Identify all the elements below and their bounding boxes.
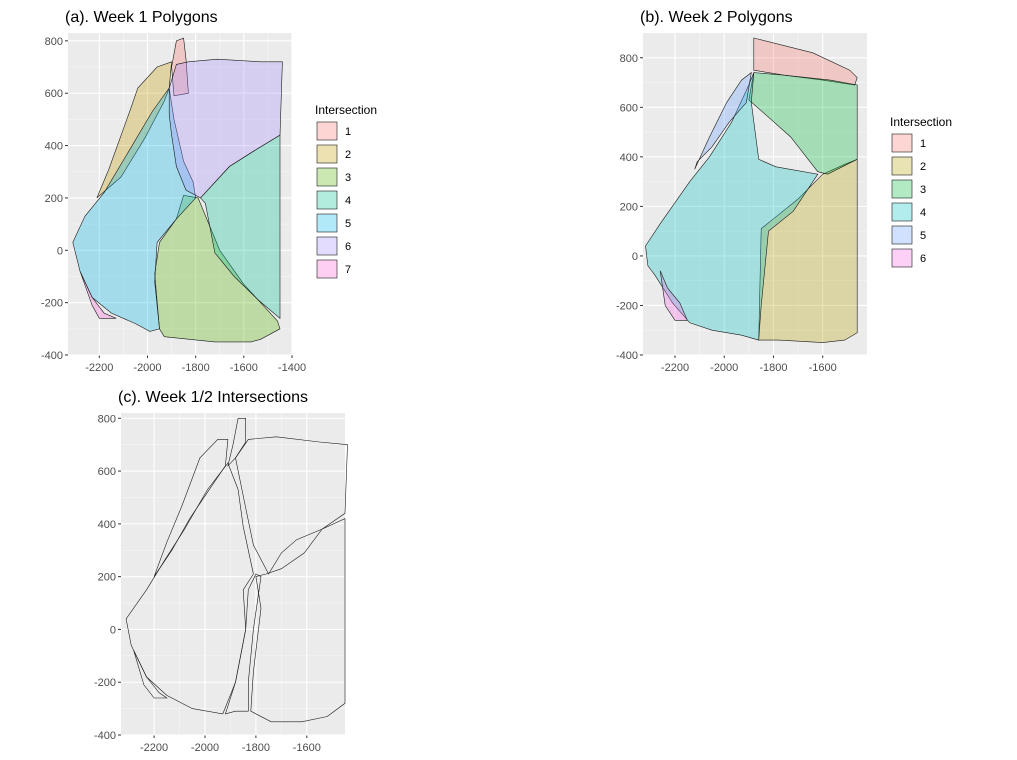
polygon-intersection-6 [168,58,283,199]
plot-panel [121,413,345,735]
y-tick-label: -200 [94,677,116,689]
legend-key-2 [891,156,913,176]
polygon-layer [72,37,283,343]
x-tick-label: -1400 [278,362,306,374]
polygon-intersection-4 [645,72,819,341]
polygon-intersection-1 [753,37,858,86]
x-tick-label: -1600 [809,362,837,374]
legend-key-1 [891,133,913,153]
y-tick-label: 200 [45,193,63,205]
y-tick-label: 800 [620,53,638,65]
legend-key-5 [891,225,913,245]
x-tick-label: -2000 [191,742,219,754]
chart-title: (c). Week 1/2 Intersections [118,389,308,406]
x-tick-label: -2000 [133,362,161,374]
polygon-layer [125,417,348,723]
chart-title: (a). Week 1 Polygons [65,9,218,26]
x-tick-label: -2200 [661,362,689,374]
polygon-intersection-6 [659,270,688,321]
x-tick-label: -1800 [182,362,210,374]
panel-week1-polygons: (a). Week 1 Polygons-2200 -2000 -1800 -1600… [41,9,377,374]
plot-panel [643,33,867,355]
legend-key-4 [316,190,338,210]
y-tick-label: 800 [45,36,63,48]
intersection-polygon [250,518,346,723]
y-tick-label: 400 [98,519,116,531]
y-tick-label: 0 [632,251,638,263]
polygon-intersection-2 [96,61,172,199]
chart-title: (b). Week 2 Polygons [640,9,793,26]
legend-label: 4 [920,207,926,219]
polygon-intersection-3 [154,194,281,343]
y-tick-label: 600 [620,102,638,114]
polygon-intersection-7 [79,271,117,319]
plot-panel [68,33,292,355]
y-tick-label: 200 [98,572,116,584]
legend-label: 1 [920,138,926,150]
x-tick-label: -1600 [293,742,321,754]
polygon-layer [645,37,858,343]
legend-label: 6 [920,253,926,265]
y-tick-label: 0 [110,624,116,636]
y-tick-label: 400 [45,141,63,153]
intersection-polygon [133,650,168,699]
y-tick-label: 600 [98,466,116,478]
x-tick-label: -2000 [710,362,738,374]
legend-key-6 [316,236,338,256]
legend-key-5 [316,213,338,233]
legend-key-4 [891,202,913,222]
legend-label: 5 [920,230,926,242]
y-tick-label: -400 [616,350,638,362]
legend-label: 2 [345,149,351,161]
polygon-intersection-5 [694,71,752,170]
panel-week2-polygons: (b). Week 2 Polygons-2200 -2000 -1800 -1600… [616,9,952,374]
intersection-polygon [153,439,229,577]
y-tick-label: 0 [57,245,63,257]
legend-key-2 [316,144,338,164]
legend-label: 5 [345,218,351,230]
y-tick-label: 800 [98,413,116,425]
y-tick-label: 400 [620,152,638,164]
legend-label: 7 [345,264,351,276]
polygon-intersection-1 [171,37,189,97]
legend-title: Intersection [890,115,952,129]
polygon-intersection-5 [72,87,197,332]
y-tick-label: -400 [94,730,116,742]
legend-label: 3 [920,184,926,196]
y-tick-label: -200 [616,300,638,312]
x-tick-label: -2200 [85,362,113,374]
x-tick-label: -1600 [230,362,258,374]
legend-label: 1 [345,126,351,138]
polygon-intersection-3 [748,72,858,175]
legend-label: 3 [345,172,351,184]
legend-key-1 [316,121,338,141]
panel-week1-2-intersections: (c). Week 1/2 Intersections-2200 -2000 -18… [94,389,348,754]
legend-label: 6 [345,241,351,253]
y-tick-label: 600 [45,88,63,100]
x-tick-label: -1800 [759,362,787,374]
legend-key-3 [316,167,338,187]
legend-key-3 [891,179,913,199]
intersection-polygon [125,462,254,715]
polygon-intersection-2 [758,158,858,343]
legend-key-7 [316,259,338,279]
y-tick-label: 200 [620,201,638,213]
y-tick-label: -400 [41,350,63,362]
intersection-polygon [224,573,262,715]
legend-label: 4 [345,195,351,207]
y-tick-label: -200 [41,298,63,310]
x-tick-label: -1800 [242,742,270,754]
x-tick-label: -2200 [140,742,168,754]
legend-label: 2 [920,161,926,173]
legend-key-6 [891,248,913,268]
legend-title: Intersection [315,103,377,117]
